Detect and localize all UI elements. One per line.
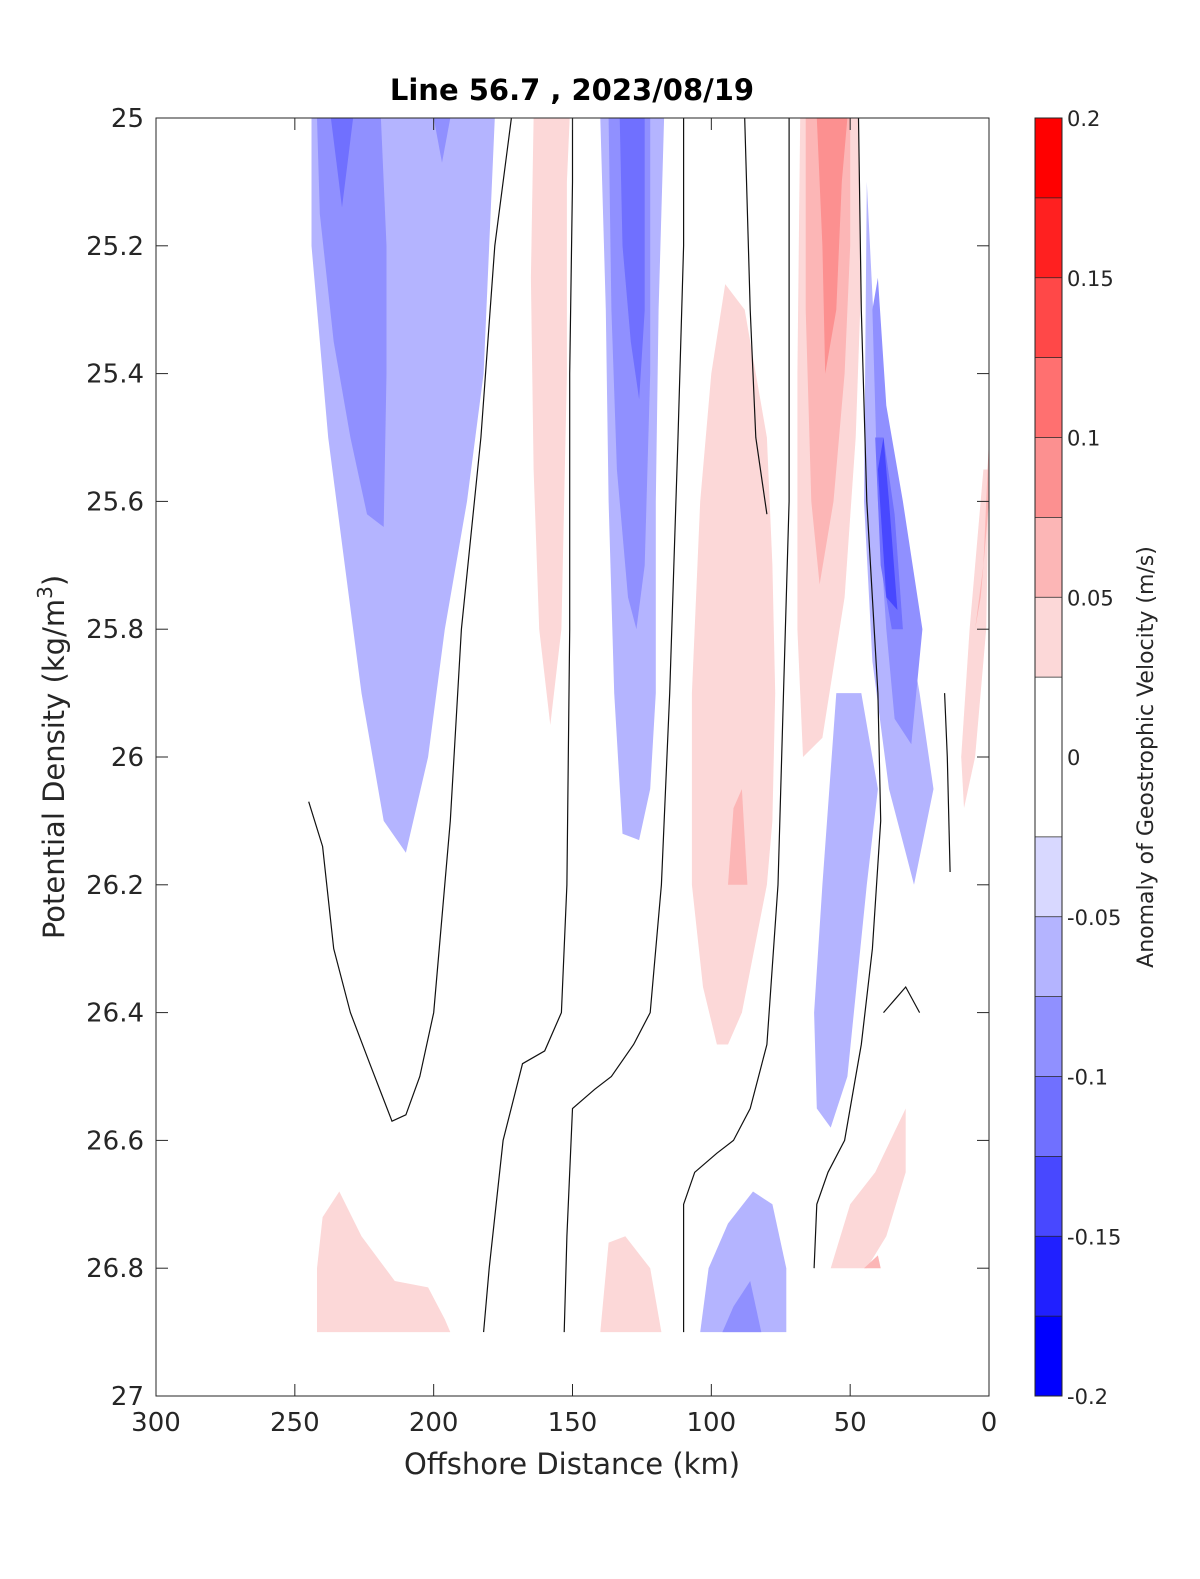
- colorbar-segment-6: [1035, 836, 1062, 917]
- y-tick-label: 27: [111, 1382, 144, 1412]
- colorbar-segment-7: [1035, 677, 1062, 837]
- y-tick-label: 26: [111, 743, 144, 773]
- filled-region-23: [722, 1281, 762, 1333]
- colorbar-segment-4: [1035, 996, 1062, 1077]
- y-tick-label: 25.4: [86, 360, 144, 390]
- zero-contour-5: [813, 117, 882, 1269]
- y-tick-label: 25.8: [86, 615, 144, 645]
- zero-contour-3: [682, 118, 790, 1333]
- filled-region-9: [728, 789, 748, 885]
- colorbar: 0.2 0.15 0.1 0.05 0 -0.05 -0.1 -0.15 -0.2: [1034, 107, 1121, 1409]
- filled-region-19: [975, 437, 989, 630]
- filled-region-24: [830, 1108, 906, 1269]
- filled-region-20: [317, 1191, 451, 1333]
- colorbar-segment-2: [1035, 1156, 1062, 1237]
- y-axis-label-superscript: 3: [33, 586, 57, 599]
- y-tick-label: 26.4: [86, 999, 144, 1029]
- colorbar-tick-label: 0.1: [1067, 427, 1100, 451]
- filled-region-1: [317, 118, 387, 527]
- colorbar-segment-5: [1035, 916, 1062, 997]
- colorbar-tick-label: 0.15: [1067, 267, 1114, 291]
- x-axis-label: Offshore Distance (km): [404, 1447, 740, 1481]
- y-tick-label: 26.8: [86, 1254, 144, 1284]
- colorbar-tick-label: -0.1: [1067, 1066, 1108, 1090]
- colorbar-tick-label: -0.15: [1067, 1225, 1121, 1249]
- zero-contour-4: [744, 117, 768, 515]
- x-tick-label: 250: [270, 1408, 320, 1438]
- filled-region-22: [700, 1191, 787, 1333]
- filled-region-2: [330, 118, 354, 208]
- colorbar-tick-label: 0: [1067, 746, 1080, 770]
- colorbar-segment-12: [1035, 277, 1062, 358]
- colorbar-tick-label: 0.05: [1067, 586, 1114, 610]
- filled-region-15: [872, 277, 923, 745]
- colorbar-tick-label: -0.2: [1067, 1385, 1108, 1409]
- x-axis: 300 250 200 150 100 50 0: [131, 118, 997, 1438]
- y-axis: 25 25.2 25.4 25.6 25.8 26 26.2 26.4 26.6 26.8 27: [86, 104, 989, 1412]
- filled-region-14: [814, 693, 878, 1128]
- colorbar-segment-3: [1035, 1076, 1062, 1157]
- chart-title: Line 56.7 , 2023/08/19: [390, 73, 754, 107]
- filled-region-17: [877, 437, 898, 610]
- x-tick-label: 0: [981, 1408, 998, 1438]
- x-tick-label: 200: [409, 1408, 459, 1438]
- colorbar-segment-8: [1035, 597, 1062, 678]
- filled-region-6: [619, 118, 645, 400]
- colorbar-segment-0: [1035, 1316, 1062, 1396]
- x-tick-label: 100: [687, 1408, 737, 1438]
- filled-region-18: [961, 469, 989, 809]
- x-tick-label: 300: [131, 1408, 181, 1438]
- zero-contour-0: [308, 117, 512, 1123]
- x-tick-label: 50: [834, 1408, 867, 1438]
- colorbar-segment-14: [1035, 118, 1062, 198]
- plot-area: [311, 118, 989, 1333]
- zero-contour-1: [483, 118, 574, 1333]
- y-tick-label: 25: [111, 104, 144, 134]
- filled-region-12: [816, 118, 848, 374]
- y-axis-label-main: Potential Density (kg/m: [37, 599, 71, 939]
- zero-contour-2: [563, 118, 685, 1333]
- y-tick-label: 25.6: [86, 487, 144, 517]
- filled-region-13: [864, 181, 934, 885]
- filled-region-7: [530, 118, 570, 725]
- filled-region-21: [600, 1236, 662, 1333]
- colorbar-tick-label: -0.05: [1067, 906, 1121, 930]
- filled-region-3: [433, 118, 451, 163]
- zero-contour-7: [944, 693, 951, 873]
- zero-contour-lines: [308, 117, 951, 1333]
- colorbar-segment-10: [1035, 437, 1062, 518]
- colorbar-tick-label: 0.2: [1067, 107, 1100, 131]
- filled-region-8: [691, 284, 776, 1045]
- y-tick-label: 25.2: [86, 232, 144, 262]
- y-axis-label-close: ): [37, 575, 71, 586]
- colorbar-frame: [1034, 117, 1063, 1397]
- y-tick-label: 26.2: [86, 871, 144, 901]
- y-tick-label: 26.6: [86, 1126, 144, 1156]
- colorbar-segment-13: [1035, 197, 1062, 278]
- y-axis-label: Potential Density (kg/m3): [33, 575, 71, 939]
- filled-region-25: [864, 1255, 881, 1269]
- colorbar-segment-9: [1035, 517, 1062, 598]
- colorbar-segment-11: [1035, 357, 1062, 438]
- zero-contour-6: [883, 985, 921, 1013]
- x-tick-label: 150: [548, 1408, 598, 1438]
- colorbar-label: Anomaly of Geostrophic Velocity (m/s): [1134, 546, 1159, 968]
- colorbar-segment-1: [1035, 1236, 1062, 1317]
